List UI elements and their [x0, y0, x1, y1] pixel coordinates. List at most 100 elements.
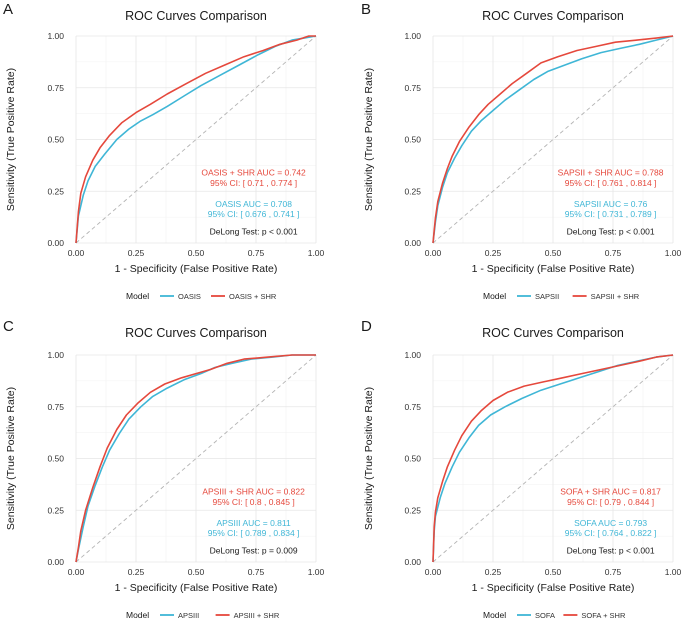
annotation-base-auc: SOFA AUC = 0.793	[574, 518, 647, 528]
legend-item-label: OASIS	[178, 292, 201, 301]
x-tick-label: 1.00	[665, 248, 682, 258]
annotation-shr-ci: 95% CI: [ 0.79 , 0.844 ]	[567, 497, 654, 507]
y-tick-label: 0.75	[404, 83, 421, 93]
annotation-shr-ci: 95% CI: [ 0.8 , 0.845 ]	[212, 497, 294, 507]
y-tick-label: 0.75	[47, 402, 64, 412]
x-tick-label: 0.25	[485, 567, 502, 577]
y-tick-label: 1.00	[404, 350, 421, 360]
y-tick-label: 0.25	[404, 186, 421, 196]
legend-title: Model	[126, 291, 149, 301]
y-axis-label: Sensitivity (True Positive Rate)	[5, 387, 17, 530]
y-tick-label: 1.00	[404, 31, 421, 41]
annotation-delong: DeLong Test: p = 0.009	[210, 546, 298, 556]
y-tick-label: 1.00	[47, 350, 64, 360]
x-tick-label: 0.00	[425, 248, 442, 258]
panel-label: B	[361, 1, 371, 18]
roc-panel-b: B ROC Curves Comparison 0.00 0.25 0.50 0.75 1.…	[361, 1, 682, 301]
annotation-shr-ci: 95% CI: [ 0.71 , 0.774 ]	[210, 178, 297, 188]
roc-panel-d: D ROC Curves Comparison 0.00 0.25 0.50 0.75 1.…	[361, 318, 682, 619]
y-tick-label: 0.50	[404, 135, 421, 145]
annotation-base-auc: OASIS AUC = 0.708	[215, 199, 292, 209]
y-tick-label: 0.00	[47, 238, 64, 248]
legend-item-label: SAPSII + SHR	[591, 292, 640, 301]
chart-title: ROC Curves Comparison	[125, 326, 267, 340]
y-tick-label: 0.00	[404, 238, 421, 248]
roc-line-base	[75, 354, 316, 563]
reference-diagonal	[75, 354, 317, 563]
x-axis-label: 1 - Specificity (False Positive Rate)	[115, 263, 278, 275]
roc-line-shr	[432, 35, 674, 244]
x-tick-label: 0.75	[248, 567, 265, 577]
y-tick-label: 0.50	[47, 135, 64, 145]
y-tick-label: 0.00	[404, 557, 421, 567]
annotation-shr-auc: SOFA + SHR AUC = 0.817	[560, 487, 661, 497]
x-axis-label: 1 - Specificity (False Positive Rate)	[472, 263, 635, 275]
legend-item-label: OASIS + SHR	[229, 292, 277, 301]
y-tick-label: 1.00	[47, 31, 64, 41]
chart-title: ROC Curves Comparison	[482, 326, 624, 340]
x-tick-label: 0.00	[425, 567, 442, 577]
y-tick-label: 0.25	[47, 505, 64, 515]
legend-item-label: SAPSII	[535, 292, 559, 301]
y-tick-label: 0.50	[47, 454, 64, 464]
x-tick-label: 1.00	[308, 248, 325, 258]
panel-label: C	[3, 318, 14, 335]
annotation-delong: DeLong Test: p < 0.001	[567, 227, 655, 237]
x-tick-label: 0.50	[188, 248, 205, 258]
annotation-shr-ci: 95% CI: [ 0.761 , 0.814 ]	[565, 178, 657, 188]
legend-item-label: APSIII + SHR	[234, 611, 280, 619]
chart-title: ROC Curves Comparison	[125, 9, 267, 23]
x-tick-label: 1.00	[308, 567, 325, 577]
roc-line-shr	[75, 35, 316, 244]
legend-item-label: APSIII	[178, 611, 199, 619]
y-tick-label: 0.50	[404, 454, 421, 464]
y-tick-label: 0.25	[404, 505, 421, 515]
annotation-base-ci: 95% CI: [ 0.731 , 0.789 ]	[565, 209, 657, 219]
y-tick-label: 0.75	[404, 402, 421, 412]
x-tick-label: 0.00	[68, 248, 85, 258]
x-tick-label: 1.00	[665, 567, 682, 577]
y-axis-label: Sensitivity (True Positive Rate)	[5, 68, 17, 211]
panel-label: D	[361, 318, 372, 335]
x-tick-label: 0.25	[485, 248, 502, 258]
annotation-base-ci: 95% CI: [ 0.789 , 0.834 ]	[208, 528, 300, 538]
y-tick-label: 0.00	[47, 557, 64, 567]
y-axis-label: Sensitivity (True Positive Rate)	[363, 387, 375, 530]
annotation-shr-auc: SAPSII + SHR AUC = 0.788	[558, 168, 664, 178]
annotation-base-auc: SAPSII AUC = 0.76	[574, 199, 648, 209]
y-tick-label: 0.25	[47, 186, 64, 196]
legend-item-label: SOFA	[535, 611, 555, 619]
x-axis-label: 1 - Specificity (False Positive Rate)	[472, 582, 635, 594]
roc-line-shr	[432, 354, 674, 563]
x-tick-label: 0.50	[545, 567, 562, 577]
x-tick-label: 0.50	[545, 248, 562, 258]
x-tick-label: 0.00	[68, 567, 85, 577]
y-tick-label: 0.75	[47, 83, 64, 93]
annotation-delong: DeLong Test: p < 0.001	[210, 227, 298, 237]
annotation-base-auc: APSIII AUC = 0.811	[216, 518, 291, 528]
roc-panel-c: C ROC Curves Comparison 0.00 0.25 0.50 0.75 1.…	[3, 318, 325, 619]
reference-diagonal	[432, 354, 674, 563]
roc-line-base	[432, 35, 674, 244]
chart-title: ROC Curves Comparison	[482, 9, 624, 23]
annotation-delong: DeLong Test: p < 0.001	[567, 546, 655, 556]
legend-title: Model	[483, 610, 506, 619]
annotation-shr-auc: APSIII + SHR AUC = 0.822	[202, 487, 305, 497]
x-tick-label: 0.25	[128, 248, 145, 258]
legend-title: Model	[126, 610, 149, 619]
y-axis-label: Sensitivity (True Positive Rate)	[363, 68, 375, 211]
x-tick-label: 0.75	[605, 567, 622, 577]
annotation-base-ci: 95% CI: [ 0.676 , 0.741 ]	[208, 209, 300, 219]
annotation-shr-auc: OASIS + SHR AUC = 0.742	[201, 168, 306, 178]
legend-item-label: SOFA + SHR	[581, 611, 626, 619]
x-tick-label: 0.75	[248, 248, 265, 258]
panel-label: A	[3, 1, 13, 18]
legend-title: Model	[483, 291, 506, 301]
x-tick-label: 0.75	[605, 248, 622, 258]
annotation-base-ci: 95% CI: [ 0.764 , 0.822 ]	[565, 528, 657, 538]
roc-line-shr	[75, 354, 316, 563]
reference-diagonal	[432, 35, 674, 244]
x-tick-label: 0.50	[188, 567, 205, 577]
x-tick-label: 0.25	[128, 567, 145, 577]
reference-diagonal	[75, 35, 317, 244]
